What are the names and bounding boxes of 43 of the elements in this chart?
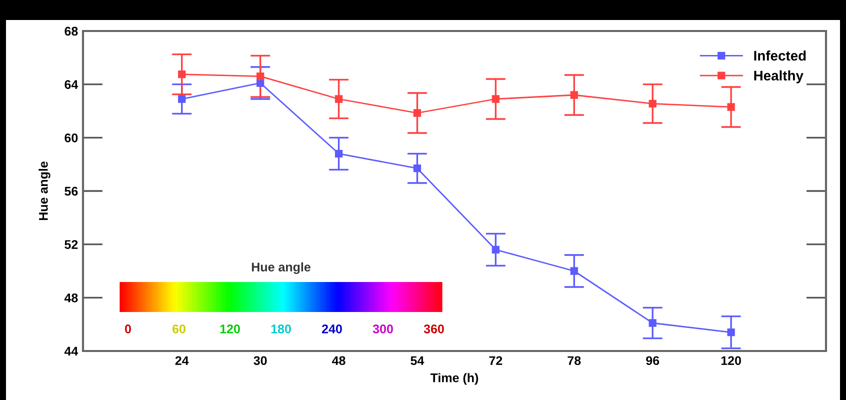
- annotation: 300: [372, 324, 393, 334]
- point: [570, 91, 578, 99]
- x-tick-label: 30: [254, 356, 267, 366]
- legend-label: Healthy: [754, 70, 804, 84]
- point: [256, 79, 264, 87]
- x-tick-label: 24: [175, 356, 189, 365]
- y-tick-label: 44: [64, 346, 78, 356]
- point: [178, 95, 186, 103]
- annotation: 120: [220, 324, 240, 334]
- legend-label: Infected: [754, 50, 806, 61]
- y-tick-label: 56: [64, 186, 78, 196]
- point: [256, 72, 264, 80]
- x-tick-label: 72: [489, 356, 502, 365]
- y-tick-label: 68: [64, 26, 78, 36]
- y-tick-label: 52: [64, 240, 78, 249]
- point: [492, 95, 500, 103]
- point: [413, 109, 422, 117]
- x-tick-label: 78: [568, 356, 581, 366]
- y-tick-label: 48: [64, 293, 78, 302]
- x-tick-label: 96: [646, 356, 660, 366]
- point: [727, 103, 735, 111]
- annotation: 240: [322, 324, 342, 334]
- point: [334, 95, 343, 103]
- x-tick-label: 48: [332, 356, 346, 366]
- point: [727, 328, 735, 336]
- x-axis-title: Time (h): [430, 373, 478, 385]
- point: [413, 164, 422, 172]
- point: [648, 100, 656, 108]
- y-tick-label: 64: [64, 80, 78, 89]
- annotation: Hue angle: [252, 262, 310, 274]
- point: [570, 267, 578, 275]
- point: [648, 319, 656, 327]
- x-tick-label: 54: [410, 356, 424, 366]
- annotation: 0: [125, 324, 131, 334]
- point: [492, 246, 500, 254]
- y-tick-label: 60: [64, 133, 78, 142]
- y-axis-title: Hue angle: [38, 162, 50, 220]
- x-tick-label: 120: [721, 356, 741, 366]
- annotation: 360: [424, 324, 444, 334]
- point: [334, 150, 343, 158]
- annotation: 180: [271, 324, 291, 334]
- annotation: 60: [172, 324, 186, 334]
- point: [178, 70, 186, 78]
